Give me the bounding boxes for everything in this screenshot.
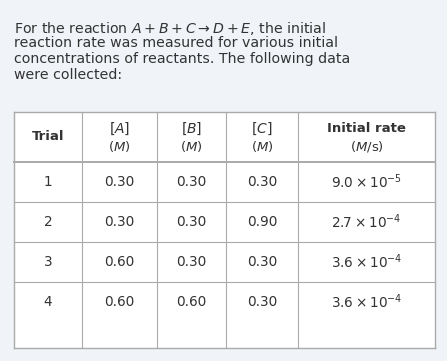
Text: $9.0\times10^{-5}$: $9.0\times10^{-5}$ xyxy=(331,173,402,191)
Text: 0.30: 0.30 xyxy=(177,255,207,269)
Text: $\left[C\right]$: $\left[C\right]$ xyxy=(251,121,273,137)
Text: reaction rate was measured for various initial: reaction rate was measured for various i… xyxy=(14,36,338,50)
Text: 0.60: 0.60 xyxy=(105,295,135,309)
Text: concentrations of reactants. The following data: concentrations of reactants. The followi… xyxy=(14,52,350,66)
Text: $3.6\times10^{-4}$: $3.6\times10^{-4}$ xyxy=(331,253,402,271)
Text: $3.6\times10^{-4}$: $3.6\times10^{-4}$ xyxy=(331,293,402,311)
Text: 0.60: 0.60 xyxy=(177,295,207,309)
Text: 0.30: 0.30 xyxy=(247,255,277,269)
Text: $2.7\times10^{-4}$: $2.7\times10^{-4}$ xyxy=(331,213,402,231)
Text: were collected:: were collected: xyxy=(14,68,122,82)
Text: 0.30: 0.30 xyxy=(105,215,135,229)
Text: $(M)$: $(M)$ xyxy=(180,139,203,153)
Text: 0.30: 0.30 xyxy=(247,175,277,189)
Text: 3: 3 xyxy=(44,255,52,269)
Text: Initial rate: Initial rate xyxy=(327,122,406,135)
Text: 4: 4 xyxy=(44,295,52,309)
Text: 2: 2 xyxy=(44,215,52,229)
Text: For the reaction $A + B + C\rightarrow D + E$, the initial: For the reaction $A + B + C\rightarrow D… xyxy=(14,20,326,37)
Text: $(M/\mathrm{s})$: $(M/\mathrm{s})$ xyxy=(350,139,384,153)
Text: 0.30: 0.30 xyxy=(247,295,277,309)
Text: 0.60: 0.60 xyxy=(105,255,135,269)
Text: 0.30: 0.30 xyxy=(105,175,135,189)
Text: $(M)$: $(M)$ xyxy=(251,139,273,153)
Text: 0.90: 0.90 xyxy=(247,215,277,229)
Text: $\left[B\right]$: $\left[B\right]$ xyxy=(181,121,202,137)
Text: 1: 1 xyxy=(44,175,52,189)
Text: $\left[A\right]$: $\left[A\right]$ xyxy=(109,121,130,137)
Text: 0.30: 0.30 xyxy=(177,175,207,189)
Text: Trial: Trial xyxy=(32,130,64,144)
Text: $(M)$: $(M)$ xyxy=(108,139,131,153)
Text: 0.30: 0.30 xyxy=(177,215,207,229)
Bar xyxy=(14,112,435,348)
